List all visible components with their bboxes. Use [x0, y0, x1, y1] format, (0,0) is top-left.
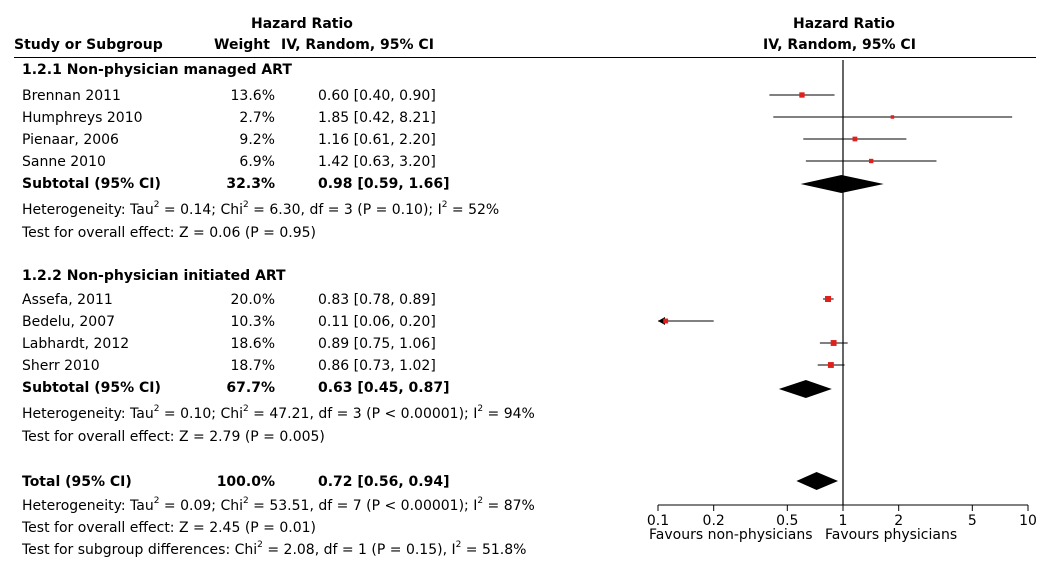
study-weight: 18.6%	[230, 336, 275, 352]
subtotal-ci: 0.63 [0.45, 0.87]	[318, 380, 450, 396]
study-ci: 0.11 [0.06, 0.20]	[318, 314, 436, 330]
subtotal-weight: 32.3%	[226, 176, 275, 192]
total-weight: 100.0%	[216, 474, 275, 490]
plot-method-header: IV, Random, 95% CI	[763, 37, 916, 53]
x-tick-label: 5	[968, 513, 977, 529]
total-overall-effect-text: Test for overall effect: Z = 2.45 (P = 0…	[22, 520, 316, 536]
favours-right-label: Favours physicians	[825, 527, 958, 543]
study-ci: 0.60 [0.40, 0.90]	[318, 88, 436, 104]
overall-effect-text: Test for overall effect: Z = 0.06 (P = 0…	[22, 225, 316, 241]
hr-column-title: Hazard Ratio	[251, 16, 353, 32]
summary-diamond	[796, 472, 839, 490]
study-name: Labhardt, 2012	[22, 336, 130, 352]
heterogeneity-text: Heterogeneity: Tau2 = 0.10; Chi2 = 47.21…	[22, 404, 535, 422]
point-estimate	[890, 115, 895, 119]
weight-column-header: Weight	[214, 37, 270, 53]
study-ci: 0.83 [0.78, 0.89]	[318, 292, 436, 308]
study-ci: 1.85 [0.42, 8.21]	[318, 110, 436, 126]
overall-effect-text: Test for overall effect: Z = 2.79 (P = 0…	[22, 429, 325, 445]
point-estimate	[868, 158, 874, 164]
total-label: Total (95% CI)	[22, 474, 132, 490]
point-estimate	[830, 340, 837, 346]
x-tick-label: 0.1	[647, 513, 669, 529]
point-estimate	[663, 318, 669, 324]
point-estimate	[827, 362, 834, 368]
favours-left-label: Favours non-physicians	[649, 527, 813, 543]
x-tick-label: 10	[1019, 513, 1037, 529]
summary-diamond	[800, 175, 884, 193]
total-ci: 0.72 [0.56, 0.94]	[318, 474, 450, 490]
total-heterogeneity-text: Heterogeneity: Tau2 = 0.09; Chi2 = 53.51…	[22, 496, 535, 514]
subtotal-weight: 67.7%	[226, 380, 275, 396]
study-ci: 0.86 [0.73, 1.02]	[318, 358, 436, 374]
study-ci: 1.42 [0.63, 3.20]	[318, 154, 436, 170]
group-title: 1.2.2 Non-physician initiated ART	[22, 268, 286, 284]
subtotal-label: Subtotal (95% CI)	[22, 380, 161, 396]
study-weight: 10.3%	[230, 314, 275, 330]
subtotal-label: Subtotal (95% CI)	[22, 176, 161, 192]
study-weight: 9.2%	[239, 132, 275, 148]
study-ci: 1.16 [0.61, 2.20]	[318, 132, 436, 148]
x-tick-label: 1	[839, 513, 848, 529]
summary-diamond	[778, 380, 832, 398]
study-name: Assefa, 2011	[22, 292, 113, 308]
x-tick-label: 0.5	[776, 513, 798, 529]
study-name: Humphreys 2010	[22, 110, 143, 126]
study-name: Bedelu, 2007	[22, 314, 116, 330]
study-weight: 6.9%	[239, 154, 275, 170]
study-column-header: Study or Subgroup	[14, 37, 163, 53]
study-name: Brennan 2011	[22, 88, 121, 104]
heterogeneity-text: Heterogeneity: Tau2 = 0.14; Chi2 = 6.30,…	[22, 200, 500, 218]
point-estimate	[799, 92, 805, 98]
group-title: 1.2.1 Non-physician managed ART	[22, 62, 292, 78]
study-weight: 2.7%	[239, 110, 275, 126]
study-name: Pienaar, 2006	[22, 132, 119, 148]
study-weight: 20.0%	[230, 292, 275, 308]
study-name: Sherr 2010	[22, 358, 100, 374]
x-tick-label: 2	[894, 513, 903, 529]
study-name: Sanne 2010	[22, 154, 106, 170]
x-tick-label: 0.2	[703, 513, 725, 529]
subtotal-ci: 0.98 [0.59, 1.66]	[318, 176, 450, 192]
header-rule	[14, 57, 1036, 58]
hr-method-header: IV, Random, 95% CI	[281, 37, 434, 53]
study-ci: 0.89 [0.75, 1.06]	[318, 336, 436, 352]
point-estimate	[825, 295, 832, 303]
plot-title: Hazard Ratio	[793, 16, 895, 32]
study-weight: 18.7%	[230, 358, 275, 374]
point-estimate	[852, 136, 858, 142]
subgroup-differences-text: Test for subgroup differences: Chi2 = 2.…	[22, 540, 527, 558]
study-weight: 13.6%	[230, 88, 275, 104]
